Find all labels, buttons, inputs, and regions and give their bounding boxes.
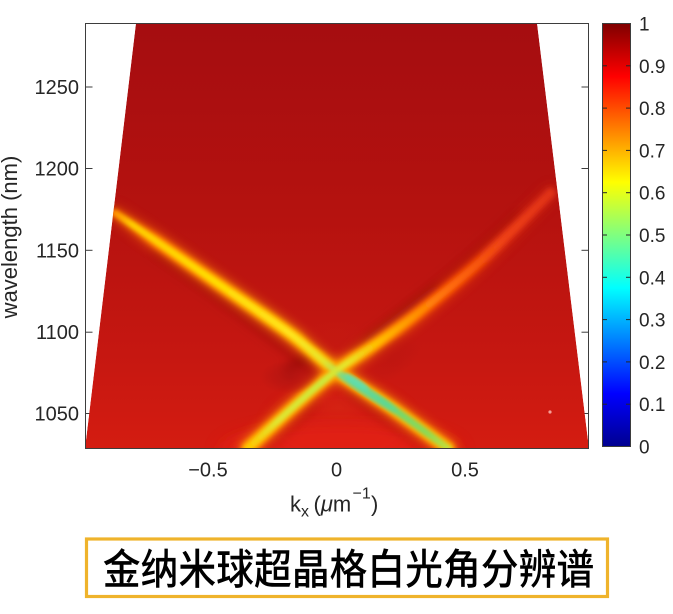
svg-text:): ) bbox=[371, 492, 378, 517]
svg-text:0.3: 0.3 bbox=[639, 311, 665, 332]
svg-text:−0.5: −0.5 bbox=[188, 460, 227, 482]
svg-text:1200: 1200 bbox=[35, 159, 80, 181]
svg-text:0.5: 0.5 bbox=[451, 460, 479, 482]
svg-text:0.6: 0.6 bbox=[639, 184, 665, 205]
svg-text:(μm: (μm bbox=[314, 492, 352, 517]
svg-text:0.2: 0.2 bbox=[639, 353, 665, 374]
svg-text:1: 1 bbox=[639, 15, 650, 36]
svg-text:k: k bbox=[290, 492, 302, 517]
svg-text:x: x bbox=[301, 504, 309, 521]
svg-text:0.7: 0.7 bbox=[639, 141, 665, 162]
svg-text:1150: 1150 bbox=[36, 240, 79, 262]
svg-text:0.4: 0.4 bbox=[639, 268, 666, 289]
svg-text:1250: 1250 bbox=[35, 77, 80, 99]
svg-text:0.5: 0.5 bbox=[639, 226, 665, 247]
svg-text:wavelength (nm): wavelength (nm) bbox=[0, 156, 22, 320]
svg-text:1100: 1100 bbox=[36, 322, 79, 344]
svg-text:−1: −1 bbox=[353, 486, 371, 503]
svg-text:0.8: 0.8 bbox=[639, 99, 665, 120]
svg-text:0.9: 0.9 bbox=[639, 57, 665, 78]
svg-text:0: 0 bbox=[639, 438, 650, 459]
svg-text:0: 0 bbox=[331, 460, 342, 482]
svg-text:1050: 1050 bbox=[35, 404, 80, 426]
svg-text:0.1: 0.1 bbox=[639, 395, 665, 416]
